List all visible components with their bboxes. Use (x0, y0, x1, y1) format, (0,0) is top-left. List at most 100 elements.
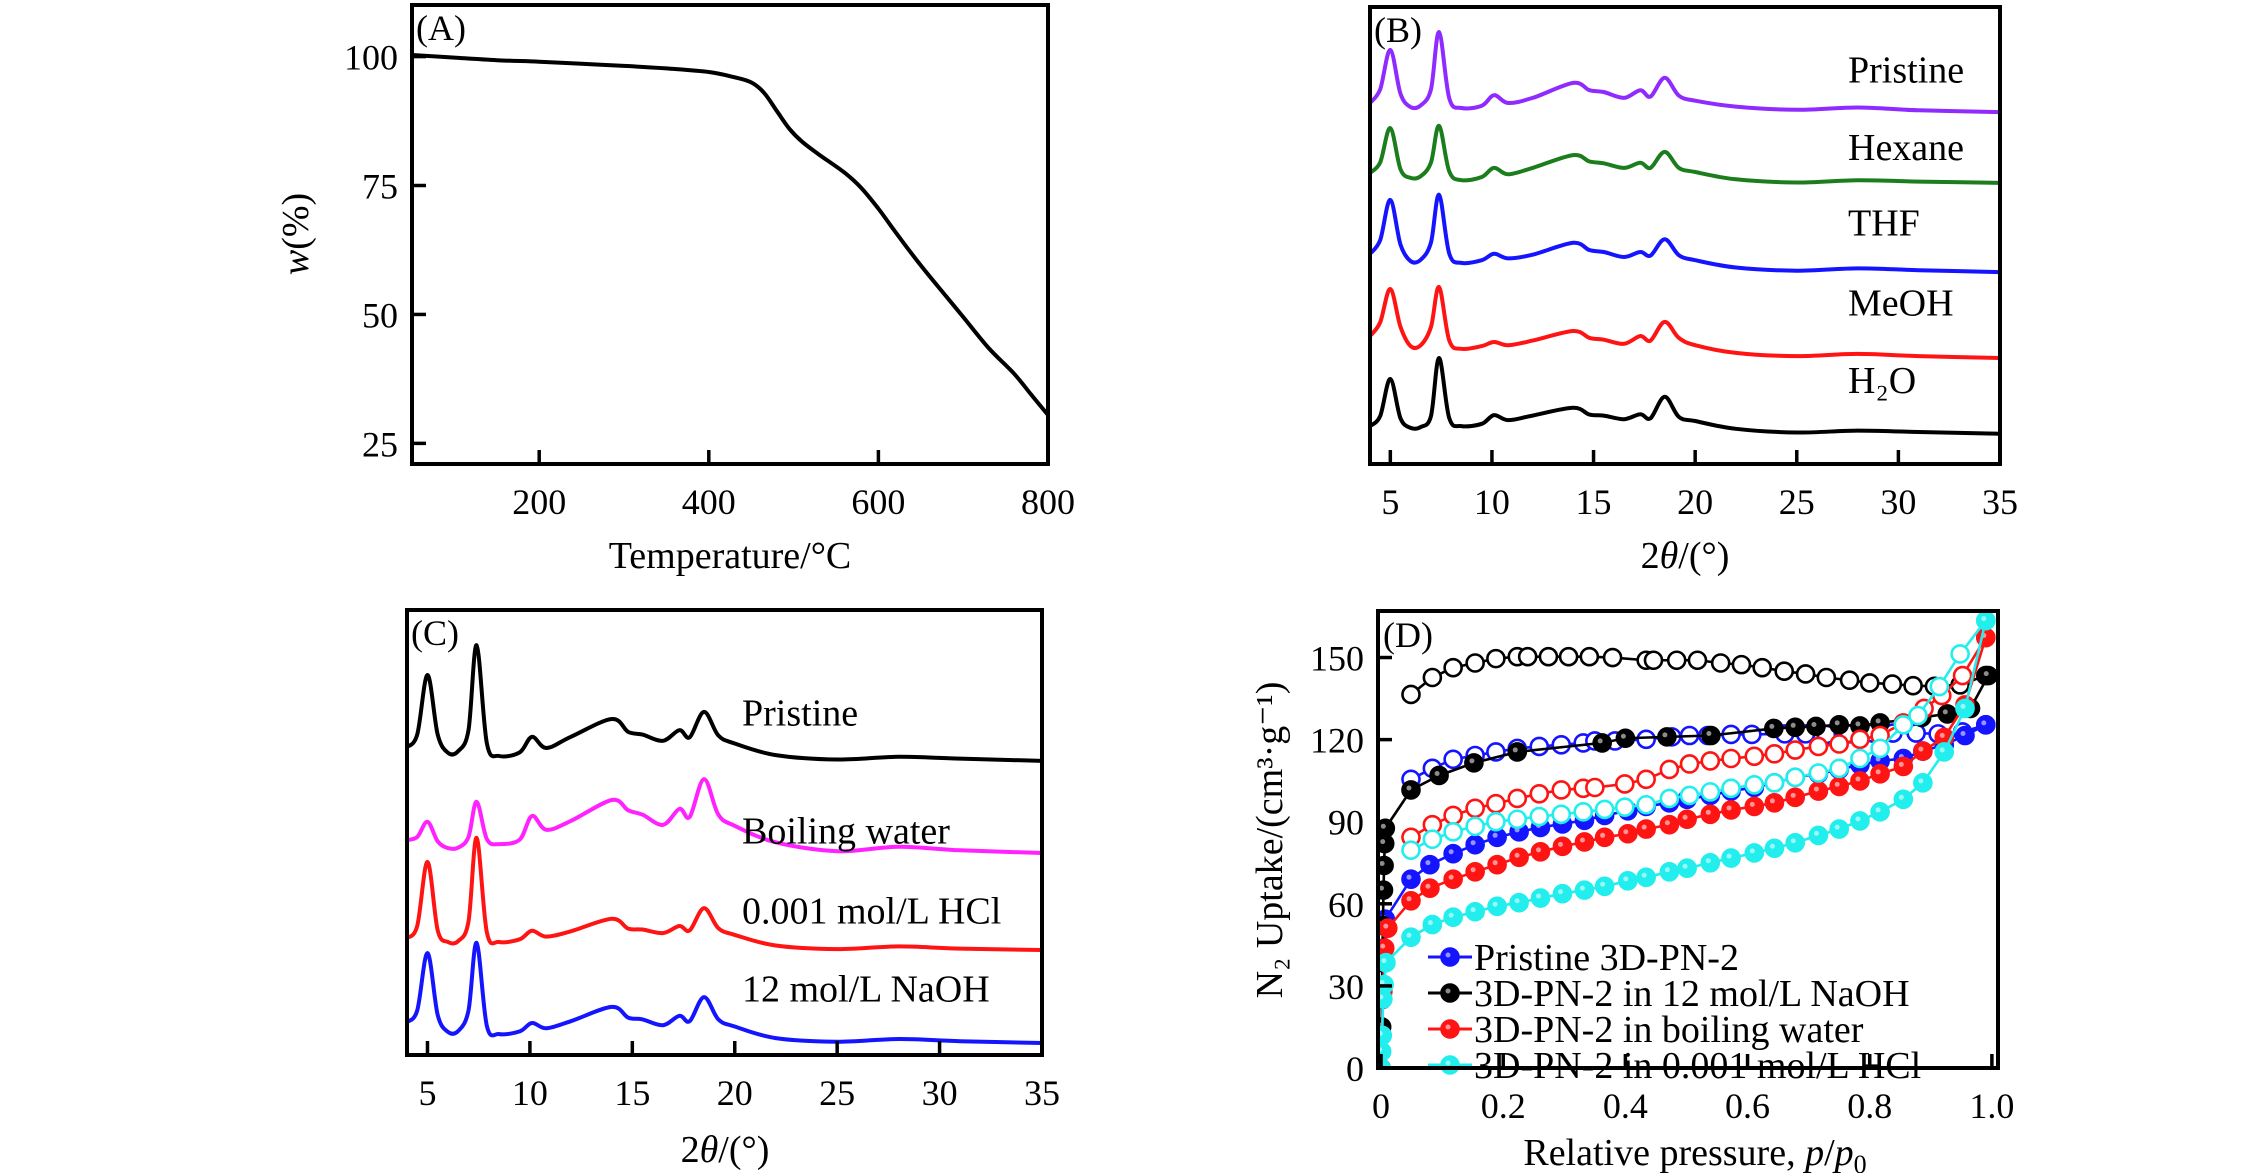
adsorption-point (1829, 715, 1849, 735)
panel-b-x-tick-label: 30 (1880, 482, 1916, 522)
adsorption-point-highlight (1790, 792, 1796, 798)
panel-b-x-tick-label: 35 (1982, 482, 2018, 522)
desorption-point (1643, 650, 1664, 671)
adsorption-point-highlight (1380, 943, 1386, 949)
series-label-pristine: Pristine (1848, 49, 1964, 91)
adsorption-point (1764, 718, 1784, 739)
desorption-point (1859, 673, 1880, 693)
panel-d-x-tick-label: 0.4 (1603, 1086, 1648, 1126)
adsorption-point (1509, 892, 1529, 913)
adsorption-point-highlight (1380, 839, 1386, 845)
isotherm-3d-pn-2-in-0-001-mol-l-hcl (1378, 611, 1996, 1068)
adsorption-point-highlight (1662, 732, 1668, 738)
panel-d-x-axis-title: Relative pressure, p/p0 (1523, 1132, 1866, 1173)
desorption-point (1422, 667, 1443, 688)
desorption-point (1636, 769, 1656, 790)
adsorption-point (1721, 848, 1741, 868)
panel-d-y-tick-label: 120 (1310, 721, 1364, 761)
adsorption-point-highlight (1855, 721, 1861, 727)
adsorption-point-highlight (1790, 838, 1796, 844)
adsorption-point-highlight (1811, 721, 1817, 727)
xrd-trace-h-o (1370, 355, 2000, 436)
adsorption-point (1574, 832, 1595, 852)
adsorption-point-highlight (1512, 747, 1518, 753)
adsorption-point (1464, 753, 1484, 773)
adsorption-point (1978, 665, 1998, 686)
panel-b-x-tick-label: 5 (1381, 482, 1399, 522)
legend-label: 3D-PN-2 in 12 mol/L NaOH (1474, 973, 1910, 1015)
adsorption-point (1465, 901, 1485, 922)
panel-d-label: (D) (1383, 615, 1433, 655)
desorption-point (1721, 748, 1741, 769)
panel-a-y-tick-label: 75 (362, 167, 398, 207)
adsorption-point-highlight (1597, 738, 1603, 744)
legend-marker (1440, 1055, 1460, 1075)
adsorption-point-highlight (1623, 876, 1629, 882)
panel-b-label: (B) (1374, 10, 1422, 50)
panel-c-xrd-stability-chart: 5 10 15 20 25 30 35 Pristine Boiling water 0.001… (405, 608, 1060, 1171)
desorption-point (1614, 774, 1635, 794)
adsorption-point-highlight (1813, 830, 1819, 836)
panel-c-x-tick-label: 10 (512, 1073, 548, 1113)
adsorption-point-highlight (1378, 885, 1384, 891)
panel-a-x-tick-label: 200 (512, 482, 566, 522)
desorption-point (1679, 754, 1700, 774)
desorption-point (1529, 783, 1550, 804)
desorption-line (1410, 619, 1987, 852)
adsorption-point-highlight (1406, 785, 1412, 791)
adsorption-point-highlight (1834, 824, 1840, 830)
adsorption-point-highlight (1834, 781, 1840, 787)
adsorption-point (1955, 698, 1975, 719)
panel-a-x-tick-label: 800 (1021, 482, 1075, 522)
legend-marker (1440, 947, 1460, 967)
desorption-point (1443, 822, 1463, 842)
tga-curve (412, 53, 1048, 417)
adsorption-point-highlight (1726, 805, 1732, 811)
panel-a-x-axis-title: Temperature/°C (609, 535, 852, 577)
panel-a-y-tick-label: 100 (344, 38, 398, 78)
desorption-point (1666, 650, 1687, 671)
panel-c-x-tick-label: 20 (717, 1073, 753, 1113)
adsorption-point (1618, 823, 1638, 844)
adsorption-point-highlight (1600, 832, 1606, 838)
desorption-point (1486, 793, 1506, 814)
adsorption-point (1487, 896, 1507, 917)
desorption-point (1893, 715, 1914, 735)
series-label-12-mol-l-naoh: 12 mol/L NaOH (742, 969, 990, 1011)
panel-d-x-tick-label: 1.0 (1969, 1086, 2014, 1126)
panel-d-x-tick-label: 0 (1372, 1086, 1390, 1126)
panel-b-xrd-solvents-chart: 5 10 15 20 25 30 35 Pristine Hexane THF MeOH H₂O (… (1368, 5, 2018, 577)
adsorption-point (1507, 742, 1528, 762)
adsorption-point-highlight (1641, 872, 1647, 878)
panel-d-x-tick-label: 0.6 (1725, 1086, 1770, 1126)
panel-c-frame (405, 608, 1044, 1057)
adsorption-point (1677, 858, 1697, 879)
adsorption-point-highlight (1425, 883, 1431, 889)
adsorption-point (1870, 802, 1890, 822)
adsorption-point (1420, 854, 1440, 875)
panel-b-frame (1368, 5, 2002, 466)
desorption-point (1808, 736, 1829, 757)
desorption-point (1710, 653, 1731, 673)
panel-c-x-tick-label: 5 (418, 1073, 436, 1113)
adsorption-point (1594, 876, 1615, 897)
desorption-point (1401, 684, 1421, 705)
adsorption-point (1764, 838, 1785, 859)
adsorption-point (1401, 890, 1421, 911)
adsorption-point (1937, 704, 1958, 724)
adsorption-point-highlight (1579, 837, 1585, 843)
adsorption-point (1636, 867, 1656, 888)
panel-d-frame (1376, 609, 2000, 1070)
desorption-point (1870, 738, 1890, 759)
adsorption-point (1487, 854, 1507, 875)
adsorption-point-highlight (1470, 907, 1476, 913)
legend-label: Pristine 3D-PN-2 (1474, 937, 1739, 979)
adsorption-point (1401, 780, 1421, 800)
desorption-point (1808, 763, 1829, 783)
desorption-point (1742, 724, 1762, 745)
adsorption-point-highlight (1379, 860, 1385, 866)
panel-a-label: (A) (416, 8, 466, 48)
adsorption-point-highlight (1918, 778, 1924, 784)
adsorption-point-highlight (1983, 671, 1989, 677)
series-label-boiling-water: Boiling water (742, 811, 950, 853)
